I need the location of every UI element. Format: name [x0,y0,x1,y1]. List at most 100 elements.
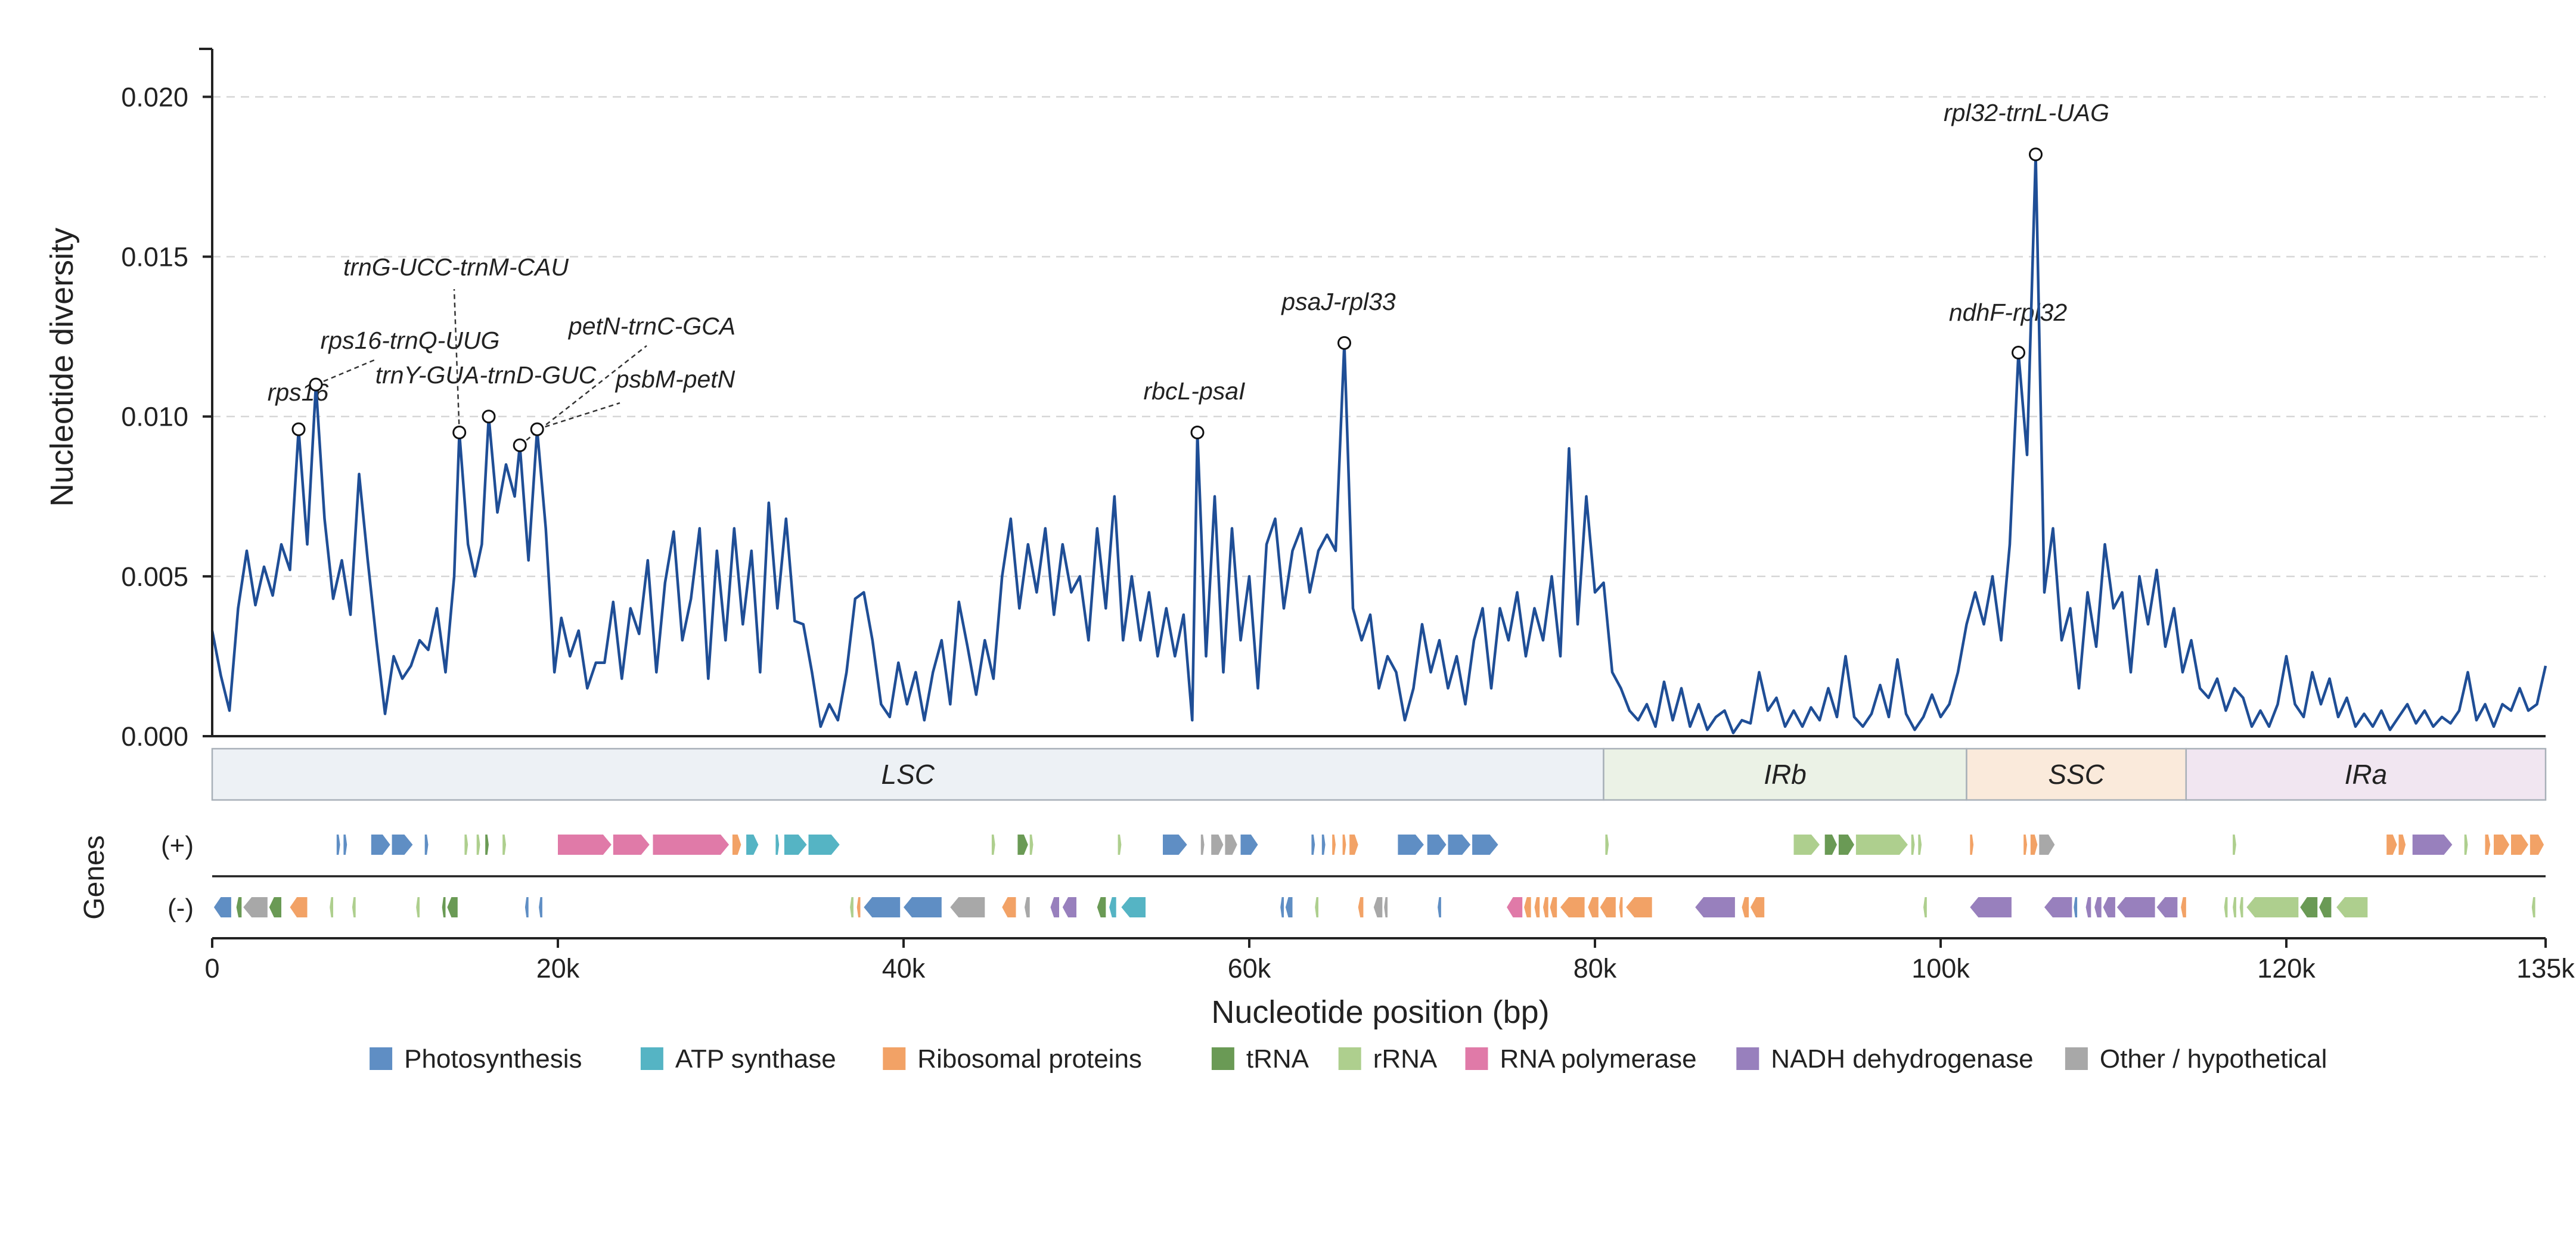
legend-swatch [1211,1047,1234,1070]
gene-minus [2103,897,2115,917]
annotation-label: psaJ-rpl33 [1280,288,1396,315]
gene-plus [1332,835,1336,855]
gene-minus [1742,897,1749,917]
x-tick-label: 100k [1911,953,1970,984]
gene-minus [269,897,281,917]
legend-swatch [640,1047,663,1070]
gene-minus [1751,897,1765,917]
gene-minus [2239,897,2243,917]
gene-minus [1121,897,1146,917]
gene-minus [2224,897,2228,917]
gene-minus [1588,897,1599,917]
gene-minus [1002,897,1016,917]
region-label: SSC [2048,759,2105,790]
legend-label: ATP synthase [675,1044,836,1074]
legend-label: Ribosomal proteins [917,1044,1142,1074]
gene-plus [1311,835,1315,855]
gene-minus [1097,897,1106,917]
gene-plus [1793,835,1820,855]
gene-minus [1280,897,1284,917]
gene-minus [1315,897,1318,917]
gene-plus [1200,835,1205,855]
region-block [1603,748,1967,801]
legend-swatch [1465,1047,1488,1070]
region-label: IRb [1764,759,1807,790]
gene-plus [2464,835,2468,855]
region-block [2185,748,2547,801]
gene-minus [864,897,901,917]
gene-minus [2246,897,2299,917]
annotation-leader [453,289,460,433]
gene-plus [991,835,995,855]
gene-plus [2511,835,2528,855]
annotation-label: trnY-GUA-trnD-GUC [375,361,597,389]
annotation-label: rps16-trnQ-UUG [321,327,500,354]
gene-minus [2181,897,2186,917]
peak-marker [309,377,323,392]
gene-minus [2074,897,2078,917]
gene-plus [1163,835,1187,855]
gene-minus [1373,897,1383,917]
legend-label: rRNA [1373,1044,1438,1074]
gene-plus [1017,835,1028,855]
legend-label: Other / hypothetical [2100,1044,2327,1074]
gene-minus [2233,897,2236,917]
legend-label: RNA polymerase [1500,1044,1697,1074]
diversity-line [210,153,2547,734]
gene-plus [1029,835,1033,855]
peak-marker [1190,426,1205,440]
gene-plus [775,835,780,855]
legend-swatch [2065,1047,2088,1070]
genome-regions: LSC IRb SSC IRa [211,748,2547,801]
x-tick-label: 80k [1573,953,1617,984]
y-axis-label: Nucleotide diversity [44,228,80,507]
gene-plus [2233,835,2236,855]
gene-plus [558,835,612,855]
gene-minus [213,897,231,917]
annotation-label: trnG-UCC-trnM-CAU [343,253,569,281]
annotation-leader [315,359,375,386]
region-label: IRa [2345,759,2388,790]
annotation-label: psbM-petN [614,365,735,393]
gene-plus [1398,835,1424,855]
x-tick-label: 120k [2257,953,2316,984]
gene-minus [1695,897,1735,917]
gene-minus [1358,897,1364,917]
gene-minus [442,897,446,917]
gene-minus [1543,897,1548,917]
gene-minus [1384,897,1388,917]
y-tick-label: 0.020 [121,82,188,112]
gene-minus [1438,897,1441,917]
y-tick-label: 0.005 [121,562,188,592]
x-tick-label: 0 [204,953,219,984]
annotation-label: ndhF-rpl32 [1949,299,2067,326]
gene-minus [2085,897,2091,917]
gene-plus [732,835,741,855]
gene-plus [746,835,759,855]
x-axis: 0 20k 40k 60k 80k 100k 120k 135k [204,937,2575,984]
gene-plus [653,835,730,855]
gene-plus [371,835,390,855]
gene-minus [1050,897,1059,917]
gene-minus [2531,897,2535,917]
gene-track [212,835,2546,917]
gene-plus [1911,835,1915,855]
gene-plus [1824,835,1837,855]
x-axis-label: Nucleotide position (bp) [1211,994,1549,1030]
gene-plus [2023,835,2027,855]
gene-plus [2030,835,2038,855]
peak-marker [291,422,306,436]
peak-marker [482,410,496,424]
gene-minus [1550,897,1557,917]
x-tick-label: 40k [882,953,926,984]
gene-plus [424,835,429,855]
gene-minus [236,897,242,917]
gene-plus [1605,835,1609,855]
gene-plus [2398,835,2406,855]
y-tick-label: 0.015 [121,242,188,272]
x-tick-label: 20k [536,953,580,984]
gene-minus [1062,897,1076,917]
gene-plus [476,835,480,855]
